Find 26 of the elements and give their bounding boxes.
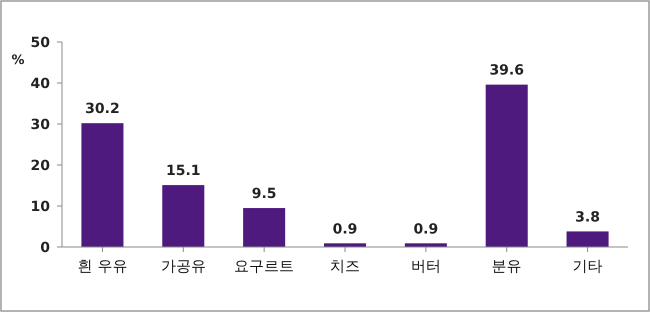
- y-tick-label: 50: [30, 34, 50, 51]
- data-label: 9.5: [252, 186, 277, 202]
- y-tick-label: 10: [30, 198, 50, 215]
- bar: [566, 231, 609, 247]
- bar: [81, 123, 124, 247]
- x-tick-label: 버터: [410, 257, 441, 275]
- x-tick-label: 분유: [492, 257, 522, 275]
- bar: [162, 185, 204, 247]
- y-tick-label: 40: [30, 76, 50, 92]
- y-axis-title: %: [11, 53, 25, 68]
- x-tick-label: 요구르트: [234, 257, 294, 275]
- data-label: 30.2: [85, 101, 120, 118]
- x-tick-label: 흰 우유: [78, 257, 128, 275]
- bar: [243, 208, 286, 247]
- data-label: 39.6: [489, 62, 524, 79]
- y-tick-label: 0: [40, 240, 50, 256]
- y-tick-label: 30: [30, 116, 50, 133]
- y-tick-label: 20: [30, 158, 50, 174]
- bar: [486, 84, 528, 247]
- data-label: 0.9: [332, 221, 358, 238]
- x-tick-label: 치즈: [330, 257, 360, 275]
- data-label: 0.9: [413, 221, 438, 238]
- data-label: 3.8: [575, 209, 600, 226]
- x-tick-label: 가공유: [160, 257, 206, 275]
- data-label: 15.1: [166, 163, 201, 180]
- x-tick-label: 기타: [572, 257, 603, 275]
